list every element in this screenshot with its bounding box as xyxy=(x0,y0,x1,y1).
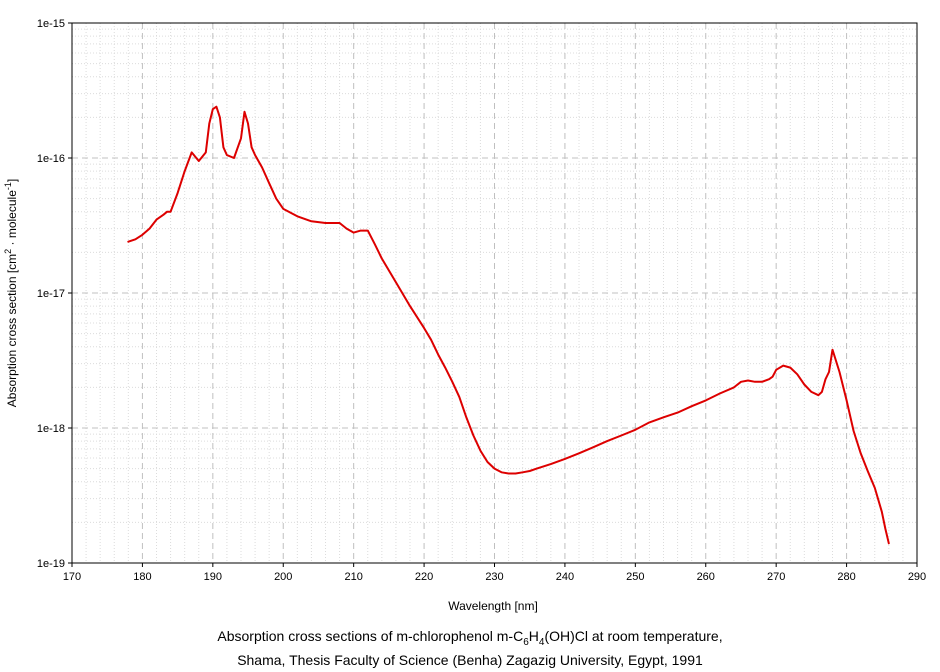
caption-sub-4: 4 xyxy=(538,636,545,648)
caption-line-2: Shama, Thesis Faculty of Science (Benha)… xyxy=(237,652,703,668)
x-tick-label: 180 xyxy=(133,571,151,583)
caption-line-1-c: (OH)Cl at room temperature, xyxy=(544,628,723,644)
x-tick-label: 230 xyxy=(485,571,503,583)
y-tick-label: 1e-16 xyxy=(37,153,65,165)
x-tick-label: 200 xyxy=(274,571,292,583)
x-axis: 170 180 190 200 210 220 230 240 250 260 270 280 290 xyxy=(63,563,926,583)
x-tick-label: 250 xyxy=(626,571,644,583)
y-tick-label: 1e-15 xyxy=(37,18,65,30)
x-tick-label: 280 xyxy=(837,571,855,583)
caption-line-1: Absorption cross sections of m-chlorophe… xyxy=(0,628,940,648)
y-axis-title-main: Absorption cross section [cm xyxy=(5,254,19,407)
y-axis-title-end: ] xyxy=(5,179,19,182)
caption-line-1-a: Absorption cross sections of m-chlorophe… xyxy=(217,628,524,644)
y-axis-title: Absorption cross section [cm2 · molecule… xyxy=(3,179,19,407)
y-axis-title-mid: · molecule xyxy=(5,190,19,249)
y-axis-title-sup1: 2 xyxy=(3,249,13,254)
x-tick-label: 220 xyxy=(415,571,433,583)
y-tick-label: 1e-17 xyxy=(37,288,65,300)
x-tick-label: 270 xyxy=(767,571,785,583)
x-tick-label: 210 xyxy=(344,571,362,583)
series-layer xyxy=(127,105,890,545)
y-tick-label: 1e-19 xyxy=(37,558,65,570)
caption-line-1-b: H xyxy=(528,628,539,644)
x-tick-label: 290 xyxy=(908,571,926,583)
caption-sub-6: 6 xyxy=(523,636,529,648)
series-line xyxy=(127,105,890,545)
x-tick-label: 190 xyxy=(204,571,222,583)
x-axis-title: Wavelength [nm] xyxy=(448,599,538,613)
x-tick-label: 260 xyxy=(697,571,715,583)
x-tick-label: 240 xyxy=(556,571,574,583)
x-tick-label: 170 xyxy=(63,571,81,583)
y-tick-label: 1e-18 xyxy=(37,423,65,435)
y-axis-title-sup2: -1 xyxy=(3,182,13,190)
major-grid xyxy=(72,23,917,563)
y-axis: 1e-19 1e-18 1e-17 1e-16 1e-15 xyxy=(37,18,72,570)
